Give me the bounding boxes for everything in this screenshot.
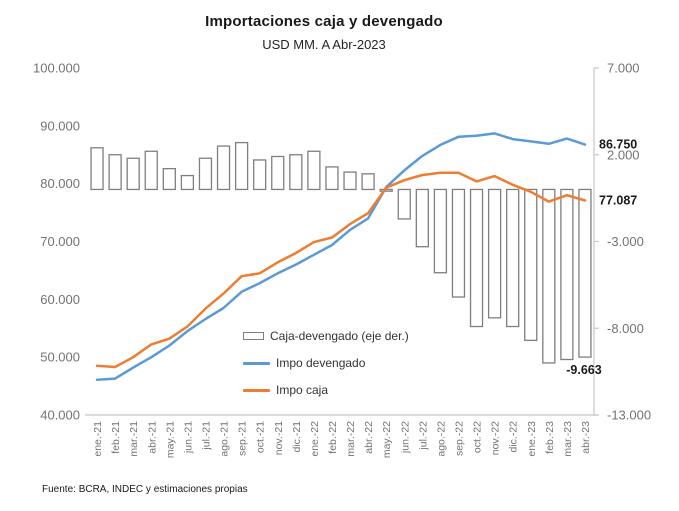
x-tick-label: ene.-22 [309, 421, 321, 457]
bar-abr.-22 [361, 173, 375, 191]
bar-mar.-23 [560, 188, 574, 361]
bar-feb.-23 [542, 188, 556, 364]
source-note: Fuente: BCRA, INDEC y estimaciones propi… [42, 484, 248, 495]
x-tick-label: dic.-22 [508, 421, 520, 453]
left-tick-label: 40.000 [40, 408, 80, 423]
right-tick-label: 7.000 [607, 61, 640, 76]
bar-mar.-22 [343, 171, 357, 191]
left-tick-label: 60.000 [40, 292, 80, 307]
legend-label: Impo devengado [276, 356, 366, 370]
bar-nov.-21 [271, 155, 285, 191]
line-impo-devengado [95, 132, 587, 381]
x-tick-label: feb.-22 [327, 421, 339, 454]
bar-abr.-21 [144, 150, 158, 191]
x-tick-label: sep.-21 [237, 421, 249, 456]
bar-mar.-21 [126, 157, 140, 191]
x-tick-label: abr.-21 [146, 421, 158, 454]
x-tick-label: ene.-21 [92, 421, 104, 457]
x-tick-label: feb.-23 [544, 421, 556, 454]
x-tick-label: mar.-21 [128, 421, 140, 457]
bar-sep.-22 [451, 188, 466, 298]
left-tick-label: 50.000 [40, 350, 80, 365]
x-tick-label: jul.-21 [200, 421, 212, 451]
x-tick-label: sep.-22 [453, 421, 465, 456]
bar-jul.-22 [415, 188, 429, 248]
x-tick-label: abr.-23 [580, 421, 592, 454]
x-tick-label: mar.-22 [345, 421, 357, 457]
bar-ene.-23 [524, 188, 538, 342]
bar-feb.-21 [108, 154, 122, 191]
bar-swatch-icon [243, 332, 264, 340]
bar-ene.-21 [90, 147, 104, 191]
legend-item-caja-devengado: Caja-devengado (eje der.) [243, 329, 409, 343]
legend-item-impo-devengado: Impo devengado [243, 356, 409, 370]
axes [85, 67, 599, 416]
x-tick-label: oct.-21 [255, 421, 267, 453]
bar-nov.-22 [487, 188, 502, 319]
x-tick-label: ene.-23 [526, 421, 538, 457]
x-tick-label: dic.-21 [291, 421, 303, 453]
chart-title: Importaciones caja y devengado [205, 13, 443, 30]
x-tick-label: may.-22 [381, 421, 393, 458]
x-axis-labels: ene.-21 feb.-21 mar.-21 abr.-21 may.-21 jun.-… [92, 421, 592, 458]
bar-jun.-22 [397, 188, 411, 220]
bar-oct.-22 [469, 188, 484, 328]
x-tick-label: jun.-22 [399, 421, 411, 454]
legend: Caja-devengado (eje der.) Impo devengado… [243, 329, 409, 397]
right-tick-label: -8.000 [607, 321, 644, 336]
left-axis-labels: 100.000 90.000 80.000 70.000 60.000 50.000 40.… [33, 61, 80, 423]
bar-jun.-21 [180, 174, 195, 191]
blue-line-swatch-icon [243, 361, 270, 365]
bar-ago.-21 [216, 145, 231, 191]
x-tick-label: oct.-22 [472, 421, 484, 453]
right-axis-labels: 7.000 2.000 -3.000 -8.000 -13.000 [607, 61, 651, 423]
bar-dic.-21 [289, 154, 303, 191]
legend-item-impo-caja: Impo caja [243, 383, 409, 397]
data-label: 86.750 [599, 138, 637, 152]
bar-feb.-22 [325, 166, 339, 191]
bar-oct.-21 [253, 159, 267, 191]
bar-dic.-22 [506, 188, 520, 328]
x-tick-label: abr.-22 [363, 421, 375, 454]
right-tick-label: -3.000 [607, 234, 644, 249]
bar-series-caja-devengado [90, 141, 592, 364]
x-tick-label: mar.-23 [562, 421, 574, 457]
line-impo-caja [95, 171, 587, 369]
chart-subtitle: USD MM. A Abr-2023 [262, 37, 386, 52]
left-tick-label: 100.000 [33, 61, 80, 76]
data-label: 77.087 [599, 194, 637, 208]
x-tick-label: jun.-21 [182, 421, 194, 454]
data-label: -9.663 [566, 363, 601, 377]
left-tick-label: 90.000 [40, 118, 80, 133]
x-tick-label: may.-21 [164, 421, 176, 458]
x-tick-label: ago.-21 [219, 421, 231, 457]
x-tick-label: nov.-22 [490, 421, 502, 455]
x-tick-label: ago.-22 [435, 421, 447, 457]
left-tick-label: 80.000 [40, 176, 80, 191]
right-tick-label: 2.000 [607, 147, 640, 162]
legend-label: Impo caja [276, 383, 329, 397]
data-labels: 86.750 77.087 -9.663 [566, 138, 637, 377]
bar-ago.-22 [433, 188, 448, 274]
left-tick-label: 70.000 [40, 234, 80, 249]
bar-jul.-21 [198, 157, 213, 191]
right-tick-label: -13.000 [607, 408, 651, 423]
bar-may.-21 [162, 167, 176, 191]
x-tick-label: nov.-21 [273, 421, 285, 455]
orange-line-swatch-icon [243, 388, 270, 392]
x-tick-label: feb.-21 [110, 421, 122, 454]
legend-label: Caja-devengado (eje der.) [270, 329, 409, 343]
bar-abr.-23 [578, 188, 592, 358]
bar-ene.-22 [307, 150, 321, 191]
x-tick-label: jul.-22 [417, 421, 429, 451]
bar-sep.-21 [234, 141, 249, 191]
